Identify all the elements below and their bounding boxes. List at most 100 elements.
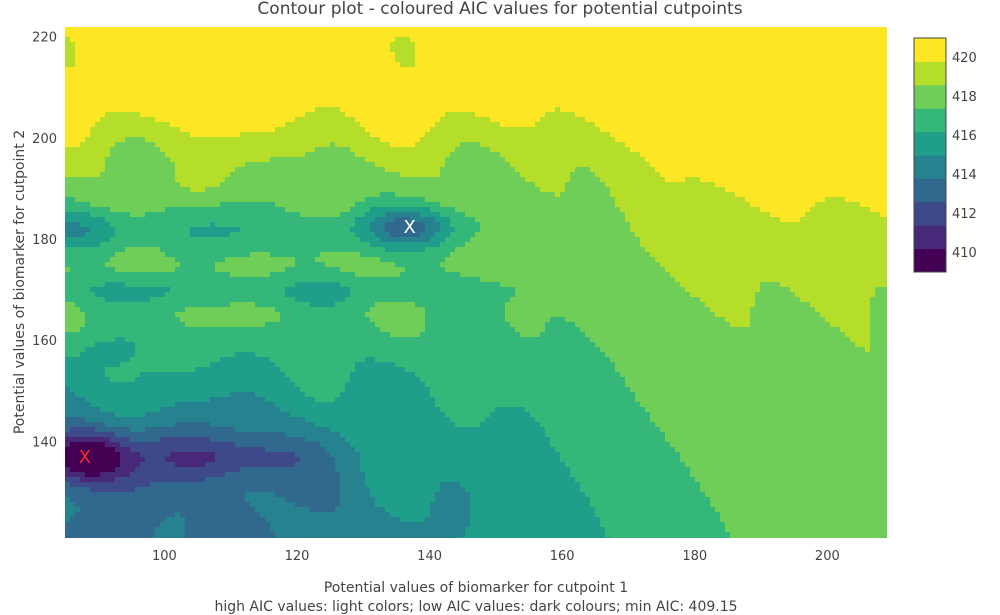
contour-cell [155, 462, 161, 468]
contour-cell [280, 347, 286, 353]
contour-cell [90, 32, 96, 38]
contour-cell [110, 422, 116, 428]
contour-cell [75, 107, 81, 113]
contour-cell [115, 252, 121, 258]
contour-cell [195, 272, 201, 278]
contour-cell [205, 52, 211, 58]
contour-cell [215, 512, 221, 518]
contour-cell [80, 37, 86, 43]
contour-cell [165, 527, 171, 533]
contour-cell [135, 127, 141, 133]
contour-cell [295, 517, 301, 523]
contour-cell [295, 37, 301, 43]
contour-cell [240, 472, 246, 478]
contour-cell [195, 312, 201, 318]
contour-cell [300, 267, 306, 273]
contour-cell [265, 397, 271, 403]
contour-cell [275, 522, 281, 528]
contour-cell [180, 52, 186, 58]
contour-cell [80, 32, 86, 38]
contour-cell [150, 332, 156, 338]
contour-cell [105, 457, 111, 463]
contour-cell [70, 377, 76, 383]
contour-cell [75, 97, 81, 103]
contour-cell [190, 107, 196, 113]
contour-cell [140, 532, 146, 538]
contour-cell [265, 42, 271, 48]
contour-cell [160, 312, 166, 318]
contour-cell [265, 492, 271, 498]
contour-cell [155, 537, 161, 538]
contour-cell [70, 332, 76, 338]
contour-cell [205, 102, 211, 108]
contour-cell [290, 292, 296, 298]
contour-cell [180, 97, 186, 103]
contour-cell [220, 452, 226, 458]
contour-cell [125, 47, 131, 53]
contour-cell [95, 317, 101, 323]
contour-cell [70, 287, 76, 293]
contour-cell [70, 442, 76, 448]
contour-cell [170, 142, 176, 148]
contour-cell [70, 257, 76, 263]
contour-cell [70, 27, 76, 33]
contour-cell [155, 532, 161, 538]
contour-cell [290, 197, 296, 203]
contour-cell [160, 227, 166, 233]
contour-cell [155, 407, 161, 413]
contour-cell [95, 47, 101, 53]
contour-cell [150, 207, 156, 213]
contour-cell [215, 252, 221, 258]
contour-cell [210, 357, 216, 363]
contour-cell [180, 182, 186, 188]
contour-cell [255, 132, 261, 138]
contour-cell [215, 107, 221, 113]
contour-cell [235, 217, 241, 223]
contour-cell [245, 172, 251, 178]
contour-cell [200, 452, 206, 458]
contour-cell [200, 192, 206, 198]
contour-cell [70, 437, 76, 443]
contour-cell [85, 447, 91, 453]
contour-cell [65, 267, 71, 273]
contour-cell [260, 162, 266, 168]
contour-cell [265, 332, 271, 338]
contour-cell [205, 302, 211, 308]
contour-cell [295, 202, 301, 208]
contour-cell [285, 517, 291, 523]
contour-cell [290, 347, 296, 353]
contour-cell [200, 492, 206, 498]
contour-cell [185, 447, 191, 453]
contour-cell [165, 487, 171, 493]
contour-cell [145, 147, 151, 153]
contour-cell [285, 97, 291, 103]
contour-cell [200, 57, 206, 63]
contour-cell [145, 337, 151, 343]
contour-cell [150, 102, 156, 108]
contour-cell [255, 137, 261, 143]
contour-cell [245, 502, 251, 508]
contour-cell [295, 32, 301, 38]
contour-cell [160, 502, 166, 508]
contour-cell [285, 157, 291, 163]
contour-cell [270, 387, 276, 393]
contour-cell [195, 72, 201, 78]
contour-cell [180, 92, 186, 98]
contour-cell [210, 132, 216, 138]
contour-cell [110, 537, 116, 538]
contour-cell [155, 92, 161, 98]
contour-cell [215, 367, 221, 373]
contour-cell [220, 147, 226, 153]
contour-cell [185, 347, 191, 353]
contour-cell [165, 367, 171, 373]
contour-cell [215, 417, 221, 423]
contour-cell [155, 222, 161, 228]
contour-cell [185, 397, 191, 403]
contour-cell [65, 512, 71, 518]
contour-cell [180, 317, 186, 323]
contour-cell [300, 522, 306, 528]
contour-cell [275, 277, 281, 283]
contour-cell [225, 307, 231, 313]
contour-cell [250, 297, 256, 303]
contour-cell [155, 197, 161, 203]
